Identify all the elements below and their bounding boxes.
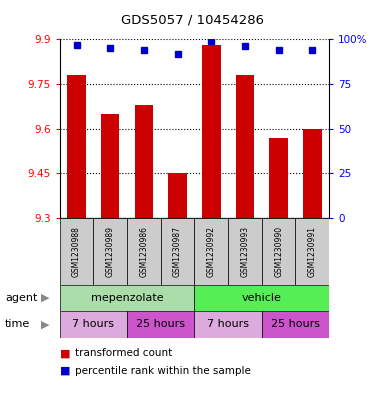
Bar [135, 105, 153, 218]
Bar [228, 218, 262, 285]
Bar [161, 218, 194, 285]
Bar [168, 173, 187, 218]
Text: time: time [5, 320, 30, 329]
Text: GDS5057 / 10454286: GDS5057 / 10454286 [121, 14, 264, 27]
Text: ▶: ▶ [41, 293, 50, 303]
Bar [60, 218, 93, 285]
Text: GSM1230986: GSM1230986 [139, 226, 148, 277]
Bar [236, 75, 254, 218]
Text: 7 hours: 7 hours [72, 320, 114, 329]
Bar [60, 311, 127, 338]
Text: 25 hours: 25 hours [136, 320, 185, 329]
Bar [303, 129, 321, 218]
Bar [127, 218, 161, 285]
Text: transformed count: transformed count [75, 348, 172, 358]
Text: GSM1230991: GSM1230991 [308, 226, 317, 277]
Bar [296, 218, 329, 285]
Bar [262, 311, 329, 338]
Bar [127, 311, 194, 338]
Bar [202, 45, 221, 218]
Bar [270, 138, 288, 218]
Bar [60, 285, 194, 311]
Text: ■: ■ [60, 366, 70, 376]
Text: GSM1230990: GSM1230990 [274, 226, 283, 277]
Bar [194, 311, 262, 338]
Bar [194, 218, 228, 285]
Text: GSM1230993: GSM1230993 [241, 226, 249, 277]
Text: 25 hours: 25 hours [271, 320, 320, 329]
Text: GSM1230988: GSM1230988 [72, 226, 81, 277]
Bar [93, 218, 127, 285]
Text: ▶: ▶ [41, 320, 50, 329]
Text: vehicle: vehicle [242, 293, 282, 303]
Bar [67, 75, 86, 218]
Bar [101, 114, 119, 218]
Text: ■: ■ [60, 348, 70, 358]
Text: percentile rank within the sample: percentile rank within the sample [75, 366, 251, 376]
Text: 7 hours: 7 hours [207, 320, 249, 329]
Text: agent: agent [5, 293, 37, 303]
Bar [194, 285, 329, 311]
Bar [262, 218, 296, 285]
Text: GSM1230992: GSM1230992 [207, 226, 216, 277]
Text: mepenzolate: mepenzolate [91, 293, 163, 303]
Text: GSM1230987: GSM1230987 [173, 226, 182, 277]
Text: GSM1230989: GSM1230989 [106, 226, 115, 277]
